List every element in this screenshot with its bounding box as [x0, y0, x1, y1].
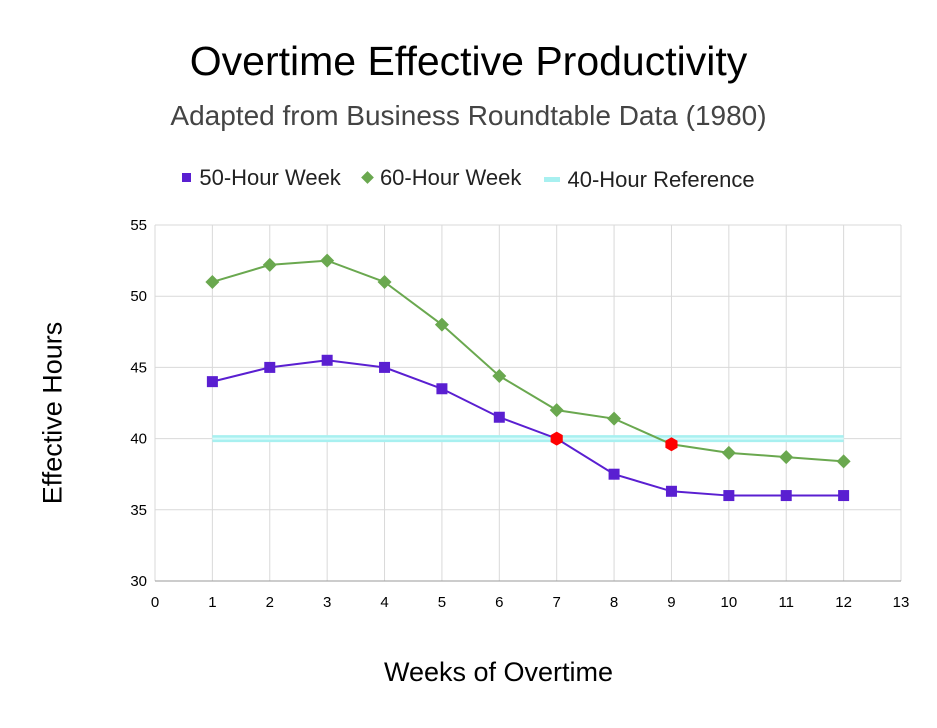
highlight-point	[550, 431, 563, 446]
y-tick-label: 50	[130, 288, 147, 305]
data-point-50-hour-week	[780, 490, 792, 502]
data-point-50-hour-week	[493, 411, 505, 423]
x-tick-label: 8	[610, 594, 618, 611]
data-point-60-hour-week	[377, 274, 392, 289]
data-point-50-hour-week	[264, 361, 276, 373]
series-line-60-hour-week	[212, 259, 844, 463]
data-point-60-hour-week	[836, 454, 851, 469]
data-point-60-hour-week	[492, 368, 507, 383]
data-point-50-hour-week	[379, 361, 391, 373]
data-point-50-hour-week	[723, 490, 735, 502]
data-point-50-hour-week	[665, 485, 677, 497]
data-point-60-hour-week	[205, 274, 220, 289]
data-point-60-hour-week	[434, 317, 449, 332]
legend-item-40-hour-reference[interactable]: 40-Hour Reference	[543, 166, 755, 193]
x-tick-label: 12	[835, 594, 852, 611]
x-tick-label: 10	[721, 594, 738, 611]
legend-label-40-hour-reference: 40-Hour Reference	[567, 166, 755, 192]
x-axis-label: Weeks of Overtime	[383, 657, 614, 687]
data-point-50-hour-week	[321, 354, 333, 366]
data-point-60-hour-week	[549, 403, 564, 418]
data-point-60-hour-week	[779, 450, 794, 465]
y-tick-label: 30	[130, 573, 147, 590]
x-tick-label: 1	[208, 594, 216, 611]
data-point-60-hour-week	[320, 253, 335, 268]
x-tick-label: 7	[553, 594, 561, 611]
chart-legend: 50-Hour Week 60-Hour Week 40-Hour Refere…	[0, 162, 937, 193]
x-tick-label: 4	[380, 594, 388, 611]
highlight-point	[665, 437, 678, 452]
x-tick-label: 5	[438, 594, 446, 611]
chart-title-text: Overtime Effective Productivity	[189, 38, 748, 84]
series-line-50-hour-week	[212, 359, 844, 497]
legend-item-50-hour[interactable]: 50-Hour Week	[182, 164, 341, 191]
x-tick-label: 13	[893, 594, 910, 611]
y-tick-label: 45	[130, 359, 147, 376]
x-tick-label: 9	[667, 594, 675, 611]
y-tick-label: 35	[130, 502, 147, 519]
x-tick-label: 6	[495, 594, 503, 611]
data-point-50-hour-week	[206, 376, 218, 388]
y-tick-label: 55	[130, 217, 147, 234]
x-tick-label: 3	[323, 594, 331, 611]
legend-label-50-hour: 50-Hour Week	[199, 164, 341, 190]
chart-title: Overtime Effective Productivity	[0, 38, 937, 85]
data-point-50-hour-week	[436, 383, 448, 395]
data-point-60-hour-week	[607, 411, 622, 426]
legend-square-marker-icon	[182, 173, 192, 182]
chart-subtitle: Adapted from Business Roundtable Data (1…	[170, 100, 767, 131]
data-point-50-hour-week	[608, 468, 620, 480]
x-tick-label: 11	[778, 594, 794, 611]
data-point-50-hour-week	[838, 490, 850, 502]
legend-label-60-hour: 60-Hour Week	[379, 164, 522, 190]
legend-line-marker-icon	[543, 177, 560, 182]
legend-item-60-hour[interactable]: 60-Hour Week	[361, 164, 522, 191]
x-tick-label: 0	[151, 594, 159, 611]
y-tick-label: 40	[130, 431, 147, 448]
data-point-60-hour-week	[721, 445, 736, 460]
data-point-60-hour-week	[262, 257, 277, 272]
x-tick-label: 2	[266, 594, 274, 611]
